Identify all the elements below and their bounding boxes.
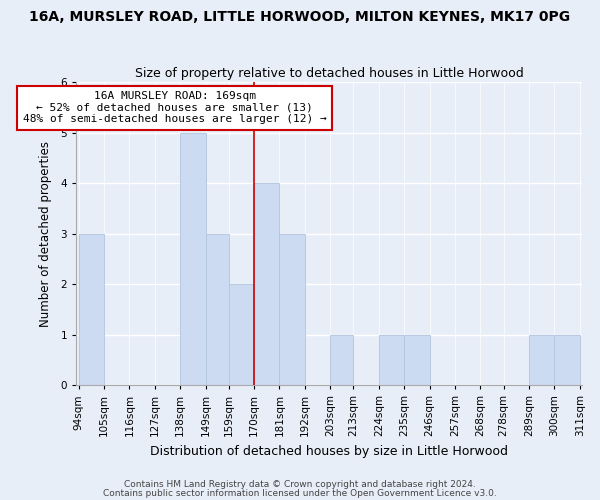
Bar <box>254 183 280 385</box>
Bar <box>229 284 254 385</box>
Bar <box>331 334 353 385</box>
Text: 16A MURSLEY ROAD: 169sqm
← 52% of detached houses are smaller (13)
48% of semi-d: 16A MURSLEY ROAD: 169sqm ← 52% of detach… <box>23 91 327 124</box>
Title: Size of property relative to detached houses in Little Horwood: Size of property relative to detached ho… <box>135 66 524 80</box>
Bar <box>280 234 305 385</box>
Bar <box>79 234 104 385</box>
Text: Contains public sector information licensed under the Open Government Licence v3: Contains public sector information licen… <box>103 489 497 498</box>
Bar <box>379 334 404 385</box>
Bar <box>206 234 229 385</box>
Bar <box>529 334 554 385</box>
Bar <box>404 334 430 385</box>
Bar <box>554 334 580 385</box>
Text: 16A, MURSLEY ROAD, LITTLE HORWOOD, MILTON KEYNES, MK17 0PG: 16A, MURSLEY ROAD, LITTLE HORWOOD, MILTO… <box>29 10 571 24</box>
Bar <box>180 132 206 385</box>
Text: Contains HM Land Registry data © Crown copyright and database right 2024.: Contains HM Land Registry data © Crown c… <box>124 480 476 489</box>
X-axis label: Distribution of detached houses by size in Little Horwood: Distribution of detached houses by size … <box>150 444 508 458</box>
Y-axis label: Number of detached properties: Number of detached properties <box>39 140 52 326</box>
